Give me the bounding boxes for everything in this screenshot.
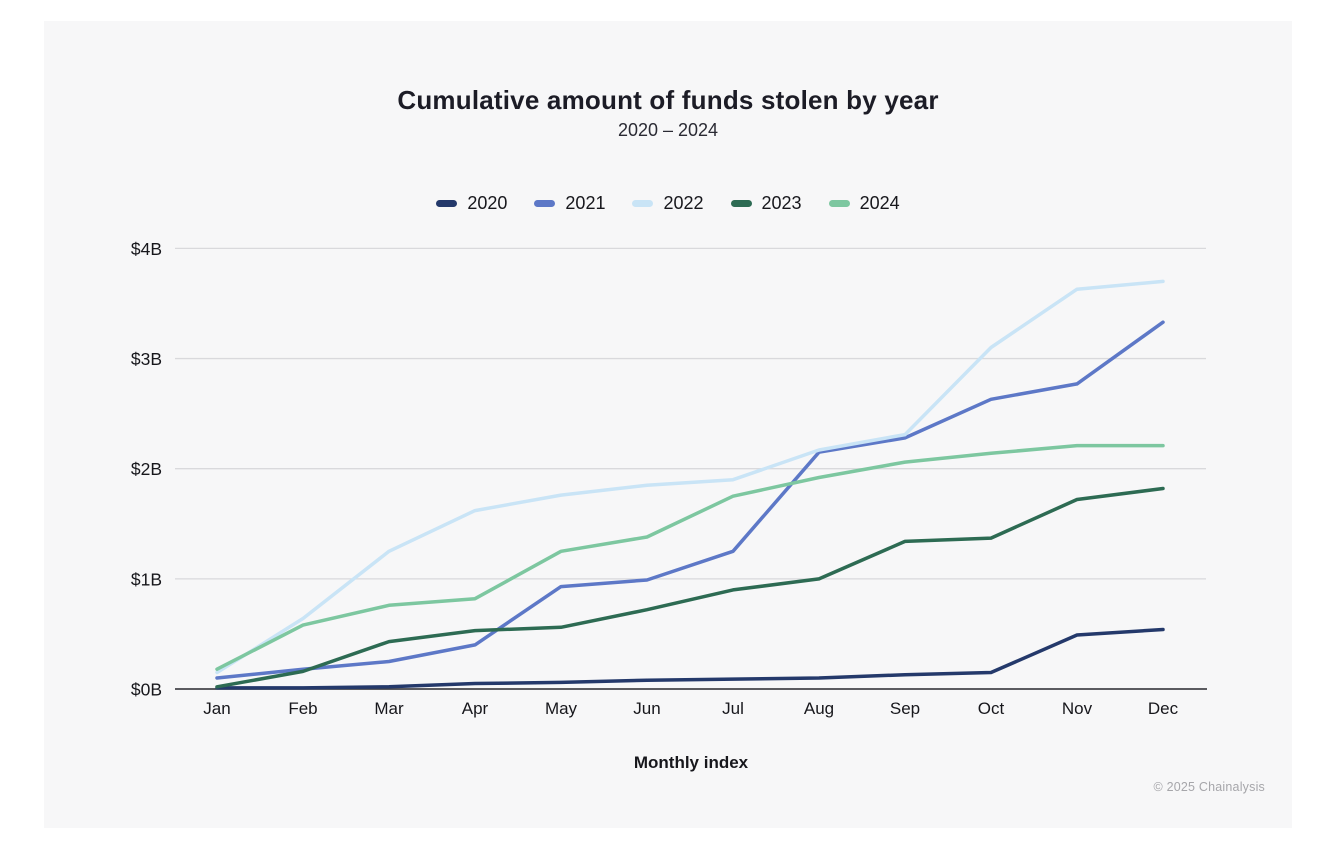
series-line-2024 [215,443,1165,671]
series-line-2023 [215,486,1165,689]
chart-subtitle: 2020 – 2024 [617,120,719,140]
x-tick-label: Sep [890,699,920,718]
legend-label: 2020 [467,193,508,213]
y-tick-label: $0B [131,680,162,700]
x-tick-label: Jun [633,699,660,718]
chart-title: Cumulative amount of funds stolen by yea… [397,85,939,115]
x-tick-label: Apr [462,699,489,718]
copyright-text: © 2025 Chainalysis [1153,780,1265,794]
legend-item-2022: 2022 [632,193,704,214]
legend-swatch-icon [436,200,458,207]
x-tick-label: Nov [1062,699,1093,718]
legend-label: 2023 [761,193,802,213]
series-line-2022 [215,279,1165,675]
legend: 2020 2021 2022 2023 2024 [44,193,1292,214]
legend-item-2023: 2023 [730,193,802,214]
chart-panel: Cumulative amount of funds stolen by yea… [44,21,1292,828]
series-line-2020 [215,627,1165,690]
x-axis-title: Monthly index [633,753,749,772]
legend-swatch-icon [828,200,850,207]
legend-item-2024: 2024 [828,193,900,214]
legend-swatch-icon [632,200,654,207]
y-tick-label: $4B [131,239,162,259]
y-tick-label: $2B [131,459,162,479]
x-tick-label: Mar [374,699,404,718]
line-chart: $0B $1B $2B $3B $4B Jan Feb Mar Apr May Jun Jul Aug S… [131,239,1207,718]
x-tick-label: Aug [804,699,834,718]
legend-swatch-icon [730,200,752,207]
x-tick-label: Feb [288,699,317,718]
y-tick-label: $1B [131,569,162,589]
legend-label: 2021 [565,193,606,213]
y-tick-label: $3B [131,349,162,369]
legend-item-2021: 2021 [534,193,605,214]
legend-label: 2022 [663,193,704,213]
series-line-2021 [215,320,1165,680]
legend-swatch-icon [534,200,556,207]
x-tick-label: Oct [978,699,1005,718]
x-tick-label: Jan [203,699,230,718]
x-tick-label: Jul [722,699,744,718]
legend-label: 2024 [859,193,900,213]
x-tick-label: May [545,699,578,718]
legend-item-2020: 2020 [436,193,507,214]
x-tick-label: Dec [1148,699,1179,718]
